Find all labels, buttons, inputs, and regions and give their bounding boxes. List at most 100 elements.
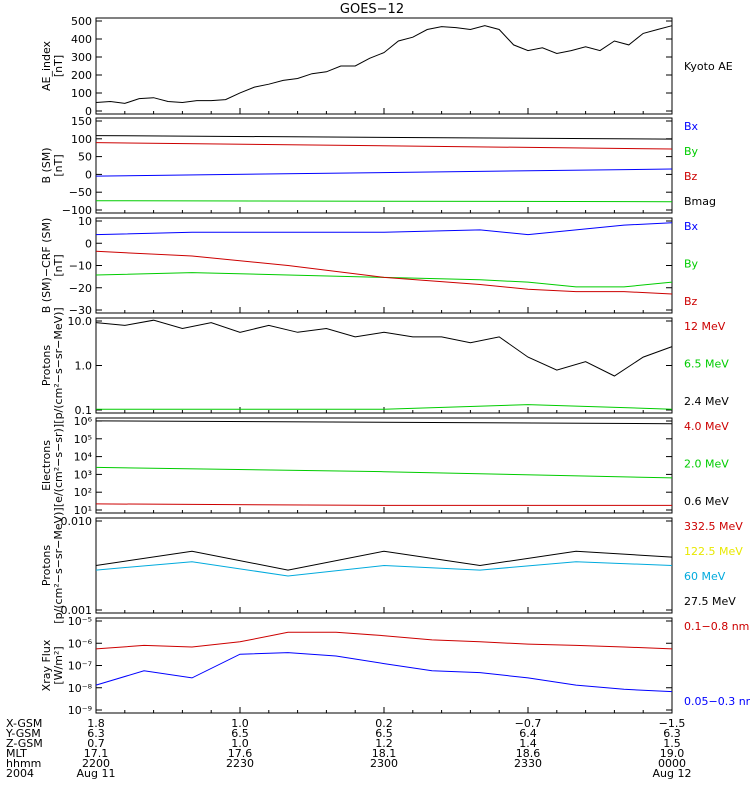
series-line-6-5-mev <box>96 404 673 410</box>
legend-entry: 6.5 MeV <box>684 358 729 371</box>
ephemeris-cell: 18.6 <box>516 747 541 760</box>
panel-frame <box>95 117 673 214</box>
y-axis-label: Protons <box>40 545 53 586</box>
panel-6: 0.010 0.001 Protons [p/(cm²−s−sr−MeV)] 332.5… <box>40 507 743 623</box>
y-tick-label: 200 <box>71 69 92 82</box>
ephemeris-row-label: Z-GSM <box>6 737 43 750</box>
panel-7: 10⁻⁵ 10⁻⁶ 10⁻⁷ 10⁻⁸ 10⁻⁹ Xray Flux [W/m²] 0.1−0… <box>40 615 750 717</box>
y-tick-label: 10⁻⁷ <box>68 660 92 673</box>
legend-entry: By <box>684 145 699 158</box>
y-tick-label: 400 <box>71 33 92 46</box>
y-tick-label: −50 <box>69 186 92 199</box>
y-tick-label: 10⁻⁸ <box>68 682 93 695</box>
y-tick-label: 100 <box>71 87 92 100</box>
ephemeris-cell: 19.0 <box>660 747 685 760</box>
ephemeris-row-label: hhmm <box>6 757 41 770</box>
ephemeris-cell: 1.0 <box>231 737 249 750</box>
ephemeris-cell: 1.2 <box>375 737 393 750</box>
series-line-kyoto-ae <box>95 25 673 104</box>
y-axis-label: [p/(cm²−s−sr−MeV)] <box>52 507 65 623</box>
ephemeris-cell: 2230 <box>226 757 254 770</box>
y-tick-label: 0 <box>85 237 92 250</box>
ephemeris-cell: 6.3 <box>87 727 105 740</box>
y-tick-label: 50 <box>78 151 92 164</box>
legend-entry: 12 MeV <box>684 320 726 333</box>
y-tick-label: 500 <box>71 15 92 28</box>
y-tick-label: 10⁻⁶ <box>68 637 93 650</box>
y-tick-label: 0.001 <box>61 604 93 617</box>
legend-entry: Bx <box>684 120 699 133</box>
y-tick-label: 10.0 <box>68 315 93 328</box>
ephemeris-cell: −0.7 <box>515 717 542 730</box>
legend-entry: 0.6 MeV <box>684 495 729 508</box>
series-line-bmag <box>95 135 673 140</box>
series-line-0-1-0-8-nm <box>95 631 673 650</box>
y-tick-label: 150 <box>71 115 92 128</box>
series-line-4-0-mev <box>95 503 672 506</box>
y-axis-label: B (SM)−CRF (SM) <box>40 218 53 314</box>
panel-5: 10⁶ 10⁵ 10⁴ 10³ 10² 10¹ Electrons [e/(cm²−s−sr)… <box>40 415 729 517</box>
y-tick-label: 10³ <box>74 468 92 481</box>
series-line-bx <box>95 168 673 177</box>
panel-4: 10.0 1.0 0.1 Protons [p/(cm²−s−sr−MeV)] 12 Me… <box>40 307 729 423</box>
ephemeris-cell: 1.5 <box>663 737 681 750</box>
ephemeris-row-label: 2004 <box>6 767 34 780</box>
ephemeris-cell: 6.3 <box>663 727 681 740</box>
y-axis-label: AE_index <box>40 40 53 91</box>
y-tick-label: 10⁻⁹ <box>68 704 92 717</box>
ephemeris-cell: 17.6 <box>228 747 253 760</box>
legend-entry: Bmag <box>684 195 716 208</box>
ephemeris-cell: 2300 <box>370 757 398 770</box>
legend-entry: 60 MeV <box>684 570 726 583</box>
series-line-2-4-mev <box>95 319 673 377</box>
y-tick-label: −100 <box>62 204 92 217</box>
y-tick-label: 0 <box>85 168 92 181</box>
legend-entry: Kyoto AE <box>684 60 733 73</box>
y-axis-label: Xray Flux <box>40 639 53 691</box>
series-line-60-mev <box>95 561 673 577</box>
y-tick-label: −10 <box>69 260 92 273</box>
y-tick-label: 1.0 <box>75 360 93 373</box>
y-axis-label: [nT] <box>52 254 65 276</box>
y-axis-label: [W/m²] <box>52 646 65 684</box>
ephemeris-cell: 1.0 <box>231 717 249 730</box>
ephemeris-row-label: X-GSM <box>6 717 42 730</box>
ephemeris-cell: Aug 12 <box>653 767 692 780</box>
series-line-bx <box>95 222 673 236</box>
y-axis-label: Electrons <box>40 440 53 491</box>
chart-title: GOES−12 <box>340 2 404 17</box>
series-line-0-6-mev <box>95 420 673 425</box>
y-tick-label: 10¹ <box>74 504 92 517</box>
y-tick-label: 10⁴ <box>74 451 93 464</box>
ephemeris-cell: 17.1 <box>84 747 109 760</box>
y-tick-label: 0 <box>85 105 92 118</box>
ephemeris-cell: 6.4 <box>519 727 537 740</box>
ephemeris-cell: 1.8 <box>87 717 105 730</box>
legend-entry: Bx <box>684 220 699 233</box>
ephemeris-cell: 1.4 <box>519 737 537 750</box>
ephemeris-table: X-GSMY-GSMZ-GSMMLThhmm20041.86.30.717.12… <box>5 717 691 780</box>
ephemeris-cell: 0.2 <box>375 717 393 730</box>
y-tick-label: −30 <box>69 304 92 317</box>
y-tick-label: 10⁻⁵ <box>68 615 92 628</box>
legend-entry: 2.0 MeV <box>684 458 729 471</box>
legend-entry: 27.5 MeV <box>684 595 736 608</box>
y-axis-label: Protons <box>40 345 53 386</box>
y-tick-label: −20 <box>69 282 92 295</box>
ephemeris-row-label: MLT <box>6 747 27 760</box>
panel-1: 500 400 300 200 100 0 AE_index [nT] Kyoto AE <box>40 15 733 118</box>
ephemeris-cell: 0000 <box>658 757 686 770</box>
panel-2: 150 100 50 0 −50 −100 B (SM) [nT] Bx By Bz Bmag <box>40 115 716 217</box>
y-tick-label: 100 <box>71 133 92 146</box>
y-axis-label: [e/(cm²−s−sr)] <box>52 424 65 507</box>
panel-frame <box>95 17 673 115</box>
ephemeris-cell: 2330 <box>514 757 542 770</box>
series-line-27-5-mev <box>95 550 673 571</box>
legend-entry: 2.4 MeV <box>684 395 729 408</box>
legend-entry: 332.5 MeV <box>684 520 743 533</box>
legend-entry: 122.5 MeV <box>684 545 743 558</box>
legend-entry: Bz <box>684 170 698 183</box>
series-line-bz <box>95 250 673 295</box>
